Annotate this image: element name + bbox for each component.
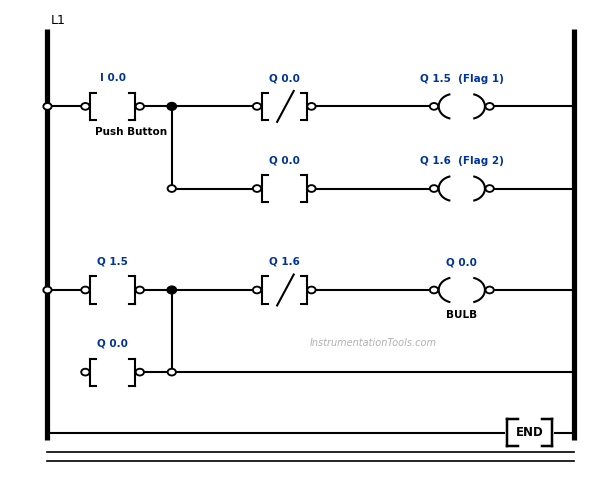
Circle shape xyxy=(486,185,494,192)
Text: InstrumentationTools.com: InstrumentationTools.com xyxy=(309,338,437,348)
Circle shape xyxy=(430,103,438,110)
Circle shape xyxy=(136,369,144,376)
Circle shape xyxy=(168,369,176,376)
Circle shape xyxy=(486,103,494,110)
Text: Push Button: Push Button xyxy=(95,127,167,137)
Circle shape xyxy=(253,103,261,110)
Text: I 0.0: I 0.0 xyxy=(100,73,126,83)
Circle shape xyxy=(167,286,176,294)
Text: L1: L1 xyxy=(51,14,65,27)
Circle shape xyxy=(81,369,89,376)
Circle shape xyxy=(43,286,51,293)
Circle shape xyxy=(168,185,176,192)
Text: Q 0.0: Q 0.0 xyxy=(269,155,300,165)
Text: Q 0.0: Q 0.0 xyxy=(269,73,300,83)
Circle shape xyxy=(253,185,261,192)
Circle shape xyxy=(307,286,316,293)
Text: Q 1.6: Q 1.6 xyxy=(269,257,300,267)
Text: END: END xyxy=(516,426,544,439)
Circle shape xyxy=(486,286,494,293)
Circle shape xyxy=(43,103,51,110)
Circle shape xyxy=(307,103,316,110)
Text: Q 1.5  (Flag 1): Q 1.5 (Flag 1) xyxy=(420,74,504,84)
Circle shape xyxy=(81,103,89,110)
Circle shape xyxy=(307,185,316,192)
Circle shape xyxy=(167,103,176,110)
Circle shape xyxy=(136,286,144,293)
Circle shape xyxy=(430,286,438,293)
Circle shape xyxy=(430,185,438,192)
Circle shape xyxy=(253,286,261,293)
Text: Q 1.5: Q 1.5 xyxy=(97,257,128,267)
Text: Q 0.0: Q 0.0 xyxy=(446,258,477,268)
Text: BULB: BULB xyxy=(446,310,477,320)
Circle shape xyxy=(81,286,89,293)
Text: Q 0.0: Q 0.0 xyxy=(97,339,128,349)
Text: Q 1.6  (Flag 2): Q 1.6 (Flag 2) xyxy=(420,156,504,166)
Circle shape xyxy=(136,103,144,110)
